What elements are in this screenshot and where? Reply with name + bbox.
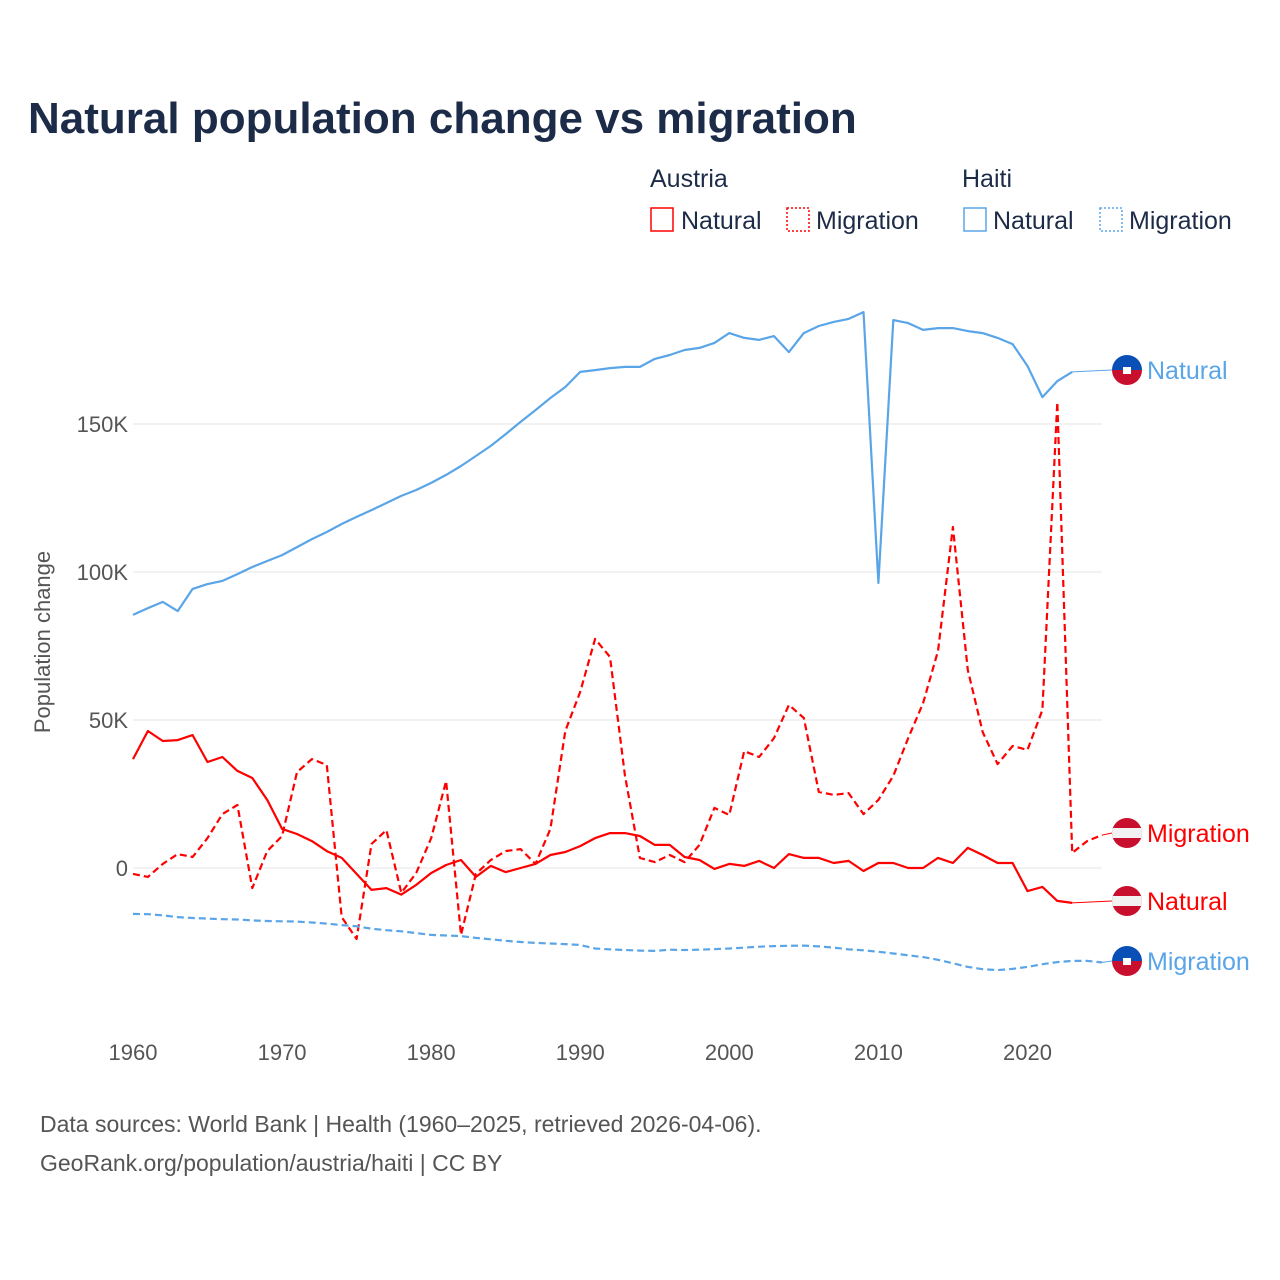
end-connector-austria-natural (1072, 900, 1113, 904)
flag-icon-haiti (1112, 946, 1142, 976)
x-tick-label: 2020 (1003, 1040, 1052, 1065)
legend-label-haiti-natural[interactable]: Natural (993, 207, 1074, 235)
y-tick-label: 0 (116, 856, 128, 881)
legend-swatch-austria-natural[interactable] (650, 207, 674, 232)
y-axis-label: Population change (30, 551, 55, 733)
flag-icon-austria (1112, 818, 1142, 848)
source-line-2[interactable]: GeoRank.org/population/austria/haiti | C… (40, 1150, 502, 1176)
flag-blue (1112, 355, 1142, 370)
legend-swatch-haiti-migration[interactable] (1099, 207, 1123, 232)
x-tick-label: 1970 (258, 1040, 307, 1065)
y-tick-label: 100K (77, 560, 129, 585)
legend-swatch-haiti-natural[interactable] (963, 207, 987, 232)
legend-swatch-austria-migration[interactable] (786, 207, 810, 232)
legend-group-austria: Austria (650, 165, 728, 193)
end-connector-haiti-migration (1101, 960, 1113, 963)
series-line-haiti-natural[interactable] (132, 311, 1073, 616)
x-tick-label: 1990 (556, 1040, 605, 1065)
x-tick-label: 2010 (854, 1040, 903, 1065)
flag-icon-haiti (1112, 355, 1142, 385)
x-tick-label: 1980 (407, 1040, 456, 1065)
x-tick-label: 2000 (705, 1040, 754, 1065)
flag-red (1112, 961, 1142, 976)
series-line-austria-migration[interactable] (132, 401, 1103, 941)
end-label-austria-natural: Natural (1147, 888, 1228, 916)
x-tick-label: 1960 (109, 1040, 158, 1065)
y-tick-label: 50K (89, 708, 128, 733)
source-line-1: Data sources: World Bank | Health (1960–… (40, 1111, 762, 1137)
flag-white (1112, 896, 1142, 906)
y-tick-label: 150K (77, 412, 129, 437)
legend-label-haiti-migration[interactable]: Migration (1129, 207, 1232, 235)
legend: Austria Natural Migration Haiti Natural … (650, 165, 1232, 235)
flag-emblem (1123, 367, 1131, 374)
legend-group-haiti: Haiti (962, 165, 1012, 193)
flag-emblem (1123, 958, 1131, 965)
series-line-haiti-migration[interactable] (132, 912, 1103, 972)
end-label-haiti-migration: Migration (1147, 948, 1250, 976)
chart-title: Natural population change vs migration (28, 94, 857, 143)
flag-red (1112, 370, 1142, 385)
series-line-austria-natural[interactable] (132, 729, 1073, 904)
legend-label-austria-migration[interactable]: Migration (816, 207, 919, 235)
flag-blue (1112, 946, 1142, 961)
end-label-haiti-natural: Natural (1147, 357, 1228, 385)
end-connector-haiti-natural (1072, 369, 1113, 373)
flag-icon-austria (1112, 886, 1142, 916)
legend-label-austria-natural[interactable]: Natural (681, 207, 762, 235)
end-connector-austria-migration (1101, 832, 1113, 836)
flag-white (1112, 828, 1142, 838)
end-label-austria-migration: Migration (1147, 820, 1250, 848)
